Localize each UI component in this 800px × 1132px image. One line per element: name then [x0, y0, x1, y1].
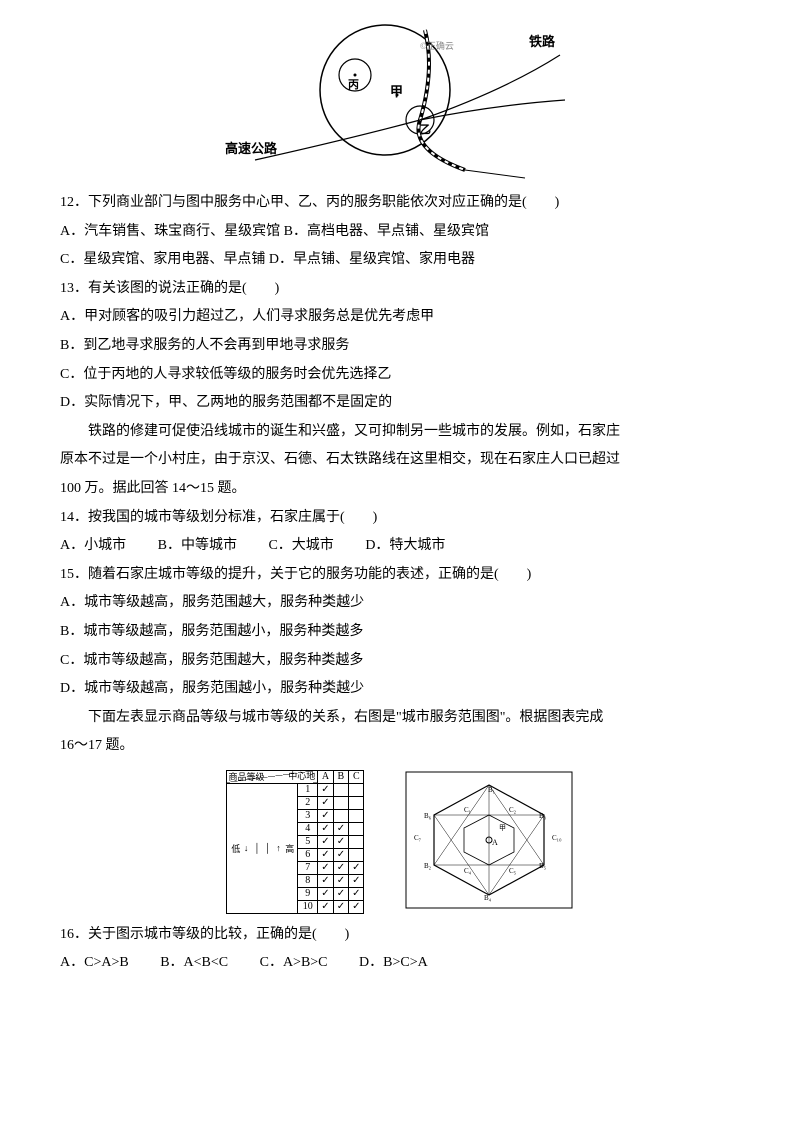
yi-label: 乙 [420, 120, 431, 141]
q14-optD: D．特大城市 [365, 533, 445, 560]
q16-optB: B．A<B<C [160, 950, 228, 977]
svg-text:C₂: C₂ [509, 806, 517, 814]
high-low-arrow: 高↑││↓低 [226, 783, 298, 913]
passage2-l2: 16～17 题。 [60, 733, 740, 760]
col-B: B [333, 770, 348, 783]
q15-stem: 15．随着石家庄城市等级的提升，关于它的服务功能的表述，正确的是( ) [60, 562, 740, 589]
svg-text:B₆: B₆ [424, 812, 432, 820]
figures-row: 中心地 商品等级 A B C 高↑││↓低1✓2✓3✓4✓✓5✓✓6✓✓7✓✓✓… [60, 770, 740, 914]
q16-optC: C．A>B>C [260, 950, 328, 977]
q14-optC: C．大城市 [268, 533, 333, 560]
svg-text:C₁₀: C₁₀ [552, 834, 562, 842]
q12-opts-ab: A．汽车销售、珠宝商行、星级宾馆 B．高档电器、早点铺、星级宾馆 [60, 219, 740, 246]
railroad-label: 铁路 [529, 30, 555, 55]
passage2-l1: 下面左表显示商品等级与城市等级的关系，右图是"城市服务范围图"。根据图表完成 [60, 705, 740, 732]
q12-optA: A．汽车销售、珠宝商行、星级宾馆 [60, 224, 280, 239]
svg-text:C₄: C₄ [464, 867, 472, 875]
svg-text:B₅: B₅ [539, 862, 547, 870]
goods-level-table: 中心地 商品等级 A B C 高↑││↓低1✓2✓3✓4✓✓5✓✓6✓✓7✓✓✓… [226, 770, 365, 914]
q14-optA: A．小城市 [60, 533, 126, 560]
watermark: ©正确云 [420, 38, 454, 55]
q15-optD: D．城市等级越高，服务范围越小，服务种类越少 [60, 676, 740, 703]
q16-optD: D．B>C>A [359, 950, 428, 977]
svg-text:B₁: B₁ [488, 786, 495, 794]
q13-optD: D．实际情况下，甲、乙两地的服务范围都不是固定的 [60, 390, 740, 417]
svg-text:A: A [492, 838, 498, 847]
col-A: A [318, 770, 333, 783]
highway-label: 高速公路 [225, 137, 277, 162]
jia-label: 甲 [390, 80, 403, 105]
q12-opts-cd: C．星级宾馆、家用电器、早点铺 D．早点铺、星级宾馆、家用电器 [60, 247, 740, 274]
table-row: 高↑││↓低1✓ [226, 783, 364, 796]
svg-text:B₃: B₃ [539, 812, 547, 820]
bing-label: 丙 [348, 75, 359, 96]
passage1-l2: 原本不过是一个小村庄，由于京汉、石德、石太铁路线在这里相交，现在石家庄人口已超过 [60, 447, 740, 474]
q12-optC: C．星级宾馆、家用电器、早点铺 [60, 252, 265, 267]
q15-optC: C．城市等级越高，服务范围越大，服务种类越多 [60, 648, 740, 675]
col-C: C [349, 770, 364, 783]
q12-optB: B．高档电器、早点铺、星级宾馆 [284, 224, 489, 239]
svg-text:C₇: C₇ [414, 834, 422, 842]
hexagon-service-diagram: A B₁ B₃ B₅ B₄ B₂ B₆ C₁ C₂ C₁₀ C₇ C₄ C₅ 甲 [404, 770, 574, 910]
svg-text:C₅: C₅ [509, 867, 517, 875]
q12-optD: D．早点铺、星级宾馆、家用电器 [269, 252, 475, 267]
q14-stem: 14．按我国的城市等级划分标准，石家庄属于( ) [60, 505, 740, 532]
q14-optB: B．中等城市 [158, 533, 237, 560]
q13-optB: B．到乙地寻求服务的人不会再到甲地寻求服务 [60, 333, 740, 360]
q16-stem: 16．关于图示城市等级的比较，正确的是( ) [60, 922, 740, 949]
q15-optB: B．城市等级越高，服务范围越小，服务种类越多 [60, 619, 740, 646]
q14-opts: A．小城市 B．中等城市 C．大城市 D．特大城市 [60, 533, 740, 560]
service-center-diagram: 铁路 高速公路 甲 乙 丙 ©正确云 [225, 20, 575, 180]
svg-text:C₁: C₁ [464, 806, 471, 814]
svg-text:甲: 甲 [499, 824, 506, 832]
q16-optA: A．C>A>B [60, 950, 129, 977]
q16-opts: A．C>A>B B．A<B<C C．A>B>C D．B>C>A [60, 950, 740, 977]
q13-stem: 13．有关该图的说法正确的是( ) [60, 276, 740, 303]
passage1-l3: 100 万。据此回答 14～15 题。 [60, 476, 740, 503]
svg-text:B₂: B₂ [424, 862, 432, 870]
q12-stem: 12．下列商业部门与图中服务中心甲、乙、丙的服务职能依次对应正确的是( ) [60, 190, 740, 217]
q13-optA: A．甲对顾客的吸引力超过乙，人们寻求服务总是优先考虑甲 [60, 304, 740, 331]
table-diag-header: 中心地 商品等级 [226, 770, 318, 783]
q13-optC: C．位于丙地的人寻求较低等级的服务时会优先选择乙 [60, 362, 740, 389]
svg-text:B₄: B₄ [484, 894, 492, 902]
q15-optA: A．城市等级越高，服务范围越大，服务种类越少 [60, 590, 740, 617]
passage1-l1: 铁路的修建可促使沿线城市的诞生和兴盛，又可抑制另一些城市的发展。例如，石家庄 [60, 419, 740, 446]
